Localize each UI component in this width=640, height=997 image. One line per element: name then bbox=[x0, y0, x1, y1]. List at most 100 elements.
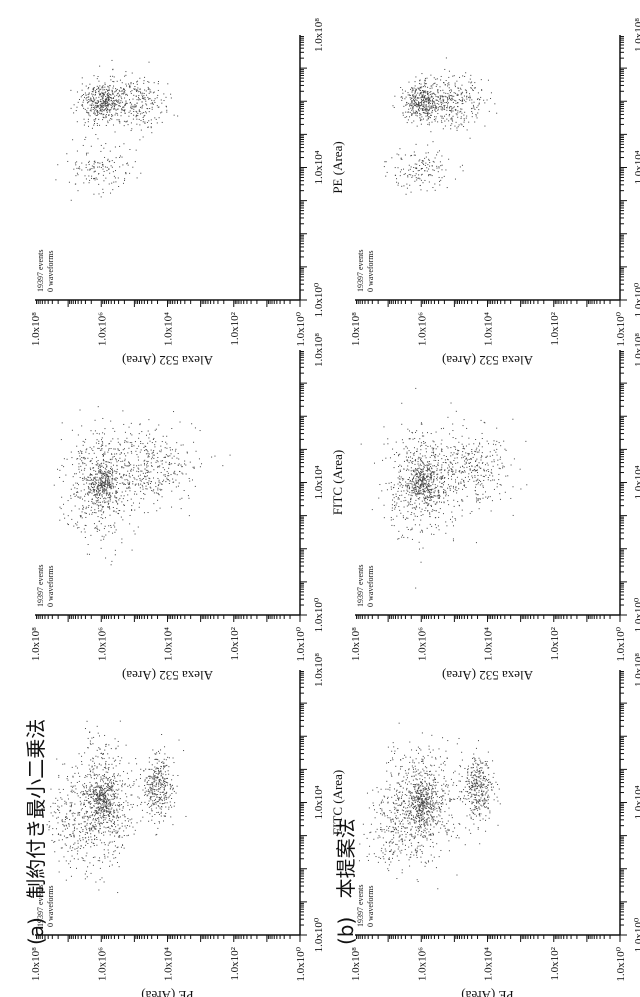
data-point bbox=[124, 460, 125, 461]
data-point bbox=[150, 787, 151, 788]
data-point bbox=[439, 797, 440, 798]
data-point bbox=[138, 483, 139, 484]
data-point bbox=[98, 76, 99, 77]
data-point bbox=[111, 116, 112, 117]
data-point bbox=[86, 855, 87, 856]
data-point bbox=[147, 81, 148, 82]
data-point bbox=[108, 767, 109, 768]
data-point bbox=[101, 809, 102, 810]
data-point bbox=[108, 483, 109, 484]
data-point bbox=[138, 469, 139, 470]
data-point bbox=[146, 470, 147, 471]
data-point bbox=[451, 799, 452, 800]
data-point bbox=[98, 97, 99, 98]
data-point bbox=[152, 103, 153, 104]
data-point bbox=[92, 766, 93, 767]
data-point bbox=[425, 781, 426, 782]
data-point bbox=[110, 473, 111, 474]
data-point bbox=[101, 92, 102, 93]
data-point bbox=[107, 471, 108, 472]
data-point bbox=[117, 812, 118, 813]
scatter-plot: 1.0x10⁰1.0x10⁴1.0x10⁸1.0x10⁰1.0x10²1.0x1… bbox=[350, 653, 640, 997]
data-point bbox=[436, 802, 437, 803]
data-point bbox=[106, 484, 107, 485]
data-point bbox=[430, 824, 431, 825]
data-point bbox=[120, 106, 121, 107]
data-point bbox=[102, 778, 103, 779]
data-point bbox=[417, 851, 418, 852]
data-point bbox=[104, 110, 105, 111]
data-point bbox=[90, 771, 91, 772]
data-point bbox=[101, 757, 102, 758]
data-point bbox=[77, 483, 78, 484]
data-point bbox=[154, 102, 155, 103]
data-point bbox=[112, 104, 113, 105]
data-point bbox=[403, 788, 404, 789]
data-point bbox=[115, 478, 116, 479]
data-point bbox=[95, 102, 96, 103]
data-point bbox=[163, 803, 164, 804]
data-point bbox=[115, 550, 116, 551]
data-point bbox=[100, 787, 101, 788]
data-point bbox=[82, 77, 83, 78]
data-point bbox=[119, 95, 120, 96]
data-point bbox=[110, 193, 111, 194]
data-point bbox=[140, 99, 141, 100]
data-point bbox=[167, 802, 168, 803]
data-point bbox=[104, 827, 105, 828]
data-point bbox=[140, 778, 141, 779]
data-point bbox=[77, 173, 78, 174]
data-point bbox=[142, 485, 143, 486]
data-point bbox=[127, 818, 128, 819]
data-point bbox=[86, 154, 87, 155]
data-point bbox=[107, 97, 108, 98]
data-point bbox=[91, 777, 92, 778]
data-point bbox=[96, 464, 97, 465]
data-point bbox=[99, 530, 100, 531]
data-point bbox=[104, 809, 105, 810]
data-point bbox=[96, 774, 97, 775]
data-point bbox=[81, 425, 82, 426]
data-point bbox=[105, 827, 106, 828]
data-point bbox=[97, 495, 98, 496]
data-point bbox=[77, 121, 78, 122]
data-point bbox=[56, 828, 57, 829]
data-point bbox=[109, 97, 110, 98]
data-point bbox=[122, 845, 123, 846]
data-point bbox=[415, 849, 416, 850]
data-point bbox=[162, 460, 163, 461]
data-point bbox=[106, 487, 107, 488]
data-point bbox=[130, 433, 131, 434]
data-point bbox=[415, 836, 416, 837]
data-point bbox=[89, 164, 90, 165]
data-point bbox=[111, 561, 112, 562]
data-point bbox=[79, 472, 80, 473]
data-point bbox=[80, 804, 81, 805]
data-point bbox=[102, 162, 103, 163]
data-point bbox=[418, 762, 419, 763]
data-point bbox=[91, 486, 92, 487]
data-point bbox=[86, 482, 87, 483]
data-point bbox=[112, 475, 113, 476]
data-point bbox=[407, 775, 408, 776]
data-point bbox=[101, 479, 102, 480]
data-point bbox=[401, 804, 402, 805]
data-point bbox=[110, 97, 111, 98]
data-point bbox=[391, 822, 392, 823]
data-point bbox=[400, 769, 401, 770]
data-point bbox=[88, 114, 89, 115]
data-point bbox=[145, 101, 146, 102]
data-point bbox=[101, 877, 102, 878]
data-point bbox=[90, 492, 91, 493]
data-point bbox=[101, 805, 102, 806]
data-point bbox=[104, 806, 105, 807]
data-point bbox=[411, 776, 412, 777]
data-point bbox=[98, 500, 99, 501]
data-point bbox=[141, 465, 142, 466]
data-point bbox=[88, 480, 89, 481]
data-point bbox=[435, 802, 436, 803]
data-point bbox=[102, 441, 103, 442]
data-point bbox=[156, 782, 157, 783]
data-point bbox=[157, 828, 158, 829]
data-point bbox=[160, 768, 161, 769]
